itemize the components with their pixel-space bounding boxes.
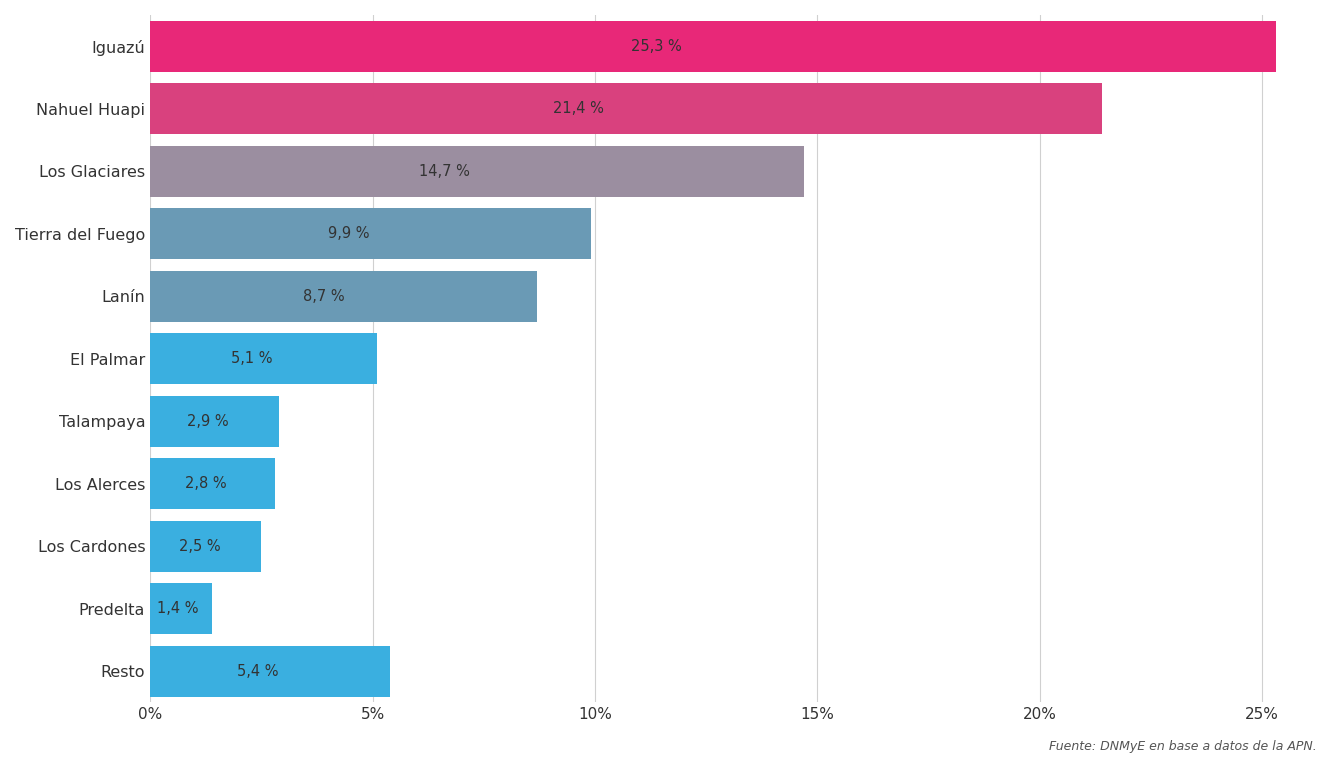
Bar: [151, 83, 1102, 134]
Text: 2,8 %: 2,8 %: [185, 476, 227, 492]
Text: Fuente: DNMyE en base a datos de la APN.: Fuente: DNMyE en base a datos de la APN.: [1050, 740, 1317, 753]
Text: 1,4 %: 1,4 %: [157, 601, 199, 616]
Text: 2,9 %: 2,9 %: [187, 414, 228, 429]
Bar: [151, 583, 212, 634]
Bar: [151, 521, 261, 572]
Text: 8,7 %: 8,7 %: [304, 289, 345, 303]
Text: 5,1 %: 5,1 %: [231, 351, 273, 366]
Bar: [151, 646, 390, 697]
Text: 2,5 %: 2,5 %: [179, 538, 220, 554]
Bar: [151, 21, 1275, 72]
Text: 14,7 %: 14,7 %: [419, 164, 470, 179]
Text: 25,3 %: 25,3 %: [632, 38, 681, 54]
Bar: [151, 458, 274, 509]
Bar: [151, 396, 280, 447]
Bar: [151, 208, 590, 260]
Text: 21,4 %: 21,4 %: [554, 101, 603, 116]
Bar: [151, 270, 538, 322]
Bar: [151, 146, 804, 197]
Text: 5,4 %: 5,4 %: [238, 664, 280, 679]
Text: 9,9 %: 9,9 %: [328, 227, 370, 241]
Bar: [151, 333, 376, 384]
